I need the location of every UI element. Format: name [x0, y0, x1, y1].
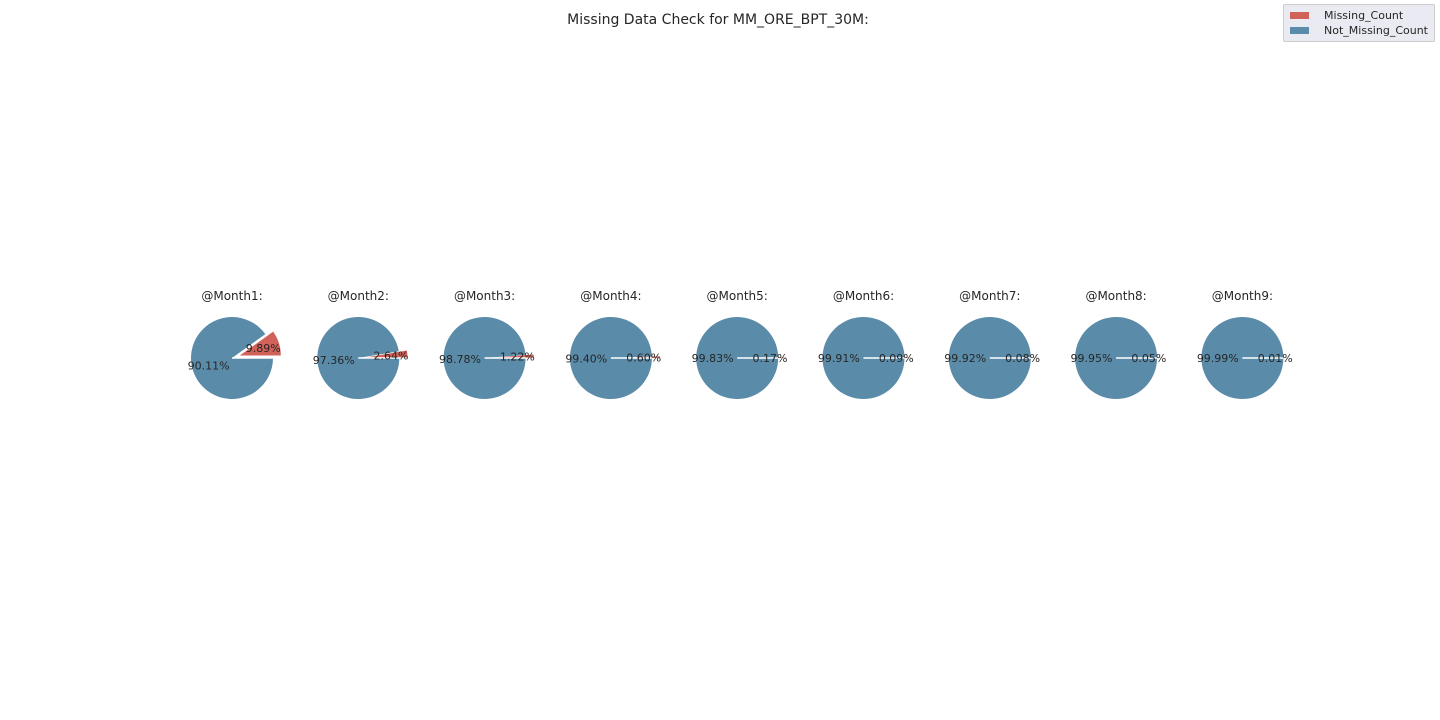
pie-month-4: @Month4: 0.60% 99.40% [565, 289, 661, 400]
pie-label-not-missing: 99.99% [1197, 352, 1239, 365]
pie-label-missing: 0.05% [1131, 352, 1166, 365]
pie-label-not-missing: 99.83% [692, 352, 734, 365]
legend-label-not-missing: Not_Missing_Count [1324, 24, 1428, 37]
pie-label-missing: 0.60% [626, 351, 661, 364]
pie-month-8: @Month8: 0.05% 99.95% [1071, 289, 1166, 399]
pie-title: @Month4: [580, 289, 641, 303]
pie-title: @Month6: [833, 289, 894, 303]
pie-month-5: @Month5: 0.17% 99.83% [692, 289, 788, 400]
legend-entry-missing: Missing_Count [1290, 8, 1428, 23]
pie-label-missing: 0.17% [753, 352, 788, 365]
pie-title: @Month7: [959, 289, 1020, 303]
pie-slice-missing [492, 354, 534, 358]
pie-slice-not-missing [1201, 316, 1284, 399]
pie-label-not-missing: 97.36% [313, 354, 355, 367]
pie-label-missing: 0.08% [1005, 352, 1040, 365]
chart-title: Missing Data Check for MM_ORE_BPT_30M: [567, 12, 869, 28]
pie-title: @Month8: [1085, 289, 1146, 303]
pie-label-missing: 2.64% [374, 349, 409, 362]
legend: Missing_Count Not_Missing_Count [1283, 4, 1435, 42]
pie-month-2: @Month2: 2.64% 97.36% [313, 289, 409, 400]
pie-label-not-missing: 99.92% [944, 352, 986, 365]
pie-label-not-missing: 99.95% [1071, 352, 1113, 365]
pie-label-not-missing: 99.91% [818, 352, 860, 365]
pie-label-not-missing: 98.78% [439, 353, 481, 366]
pie-label-missing: 9.89% [246, 342, 281, 355]
pie-title: @Month2: [328, 289, 389, 303]
pie-slice-missing [239, 331, 281, 356]
pie-month-6: @Month6: 0.09% 99.91% [818, 289, 914, 399]
pie-month-1: @Month1: 9.89% 90.11% [188, 289, 281, 399]
pie-title: @Month9: [1212, 289, 1273, 303]
legend-entry-not-missing: Not_Missing_Count [1290, 23, 1428, 38]
pie-month-9: @Month9: 0.01% 99.99% [1197, 289, 1293, 399]
pie-label-missing: 0.01% [1258, 352, 1293, 365]
pie-title: @Month3: [454, 289, 515, 303]
legend-swatch-not-missing [1290, 27, 1310, 34]
legend-label-missing: Missing_Count [1324, 9, 1404, 22]
pie-month-3: @Month3: 1.22% 98.78% [439, 289, 535, 399]
pie-label-missing: 0.09% [879, 352, 914, 365]
pie-slice-not-missing [443, 316, 526, 399]
pie-label-missing: 1.22% [500, 351, 535, 364]
legend-swatch-missing [1290, 12, 1310, 19]
pie-title: @Month1: [201, 289, 262, 303]
pie-slice-not-missing [190, 317, 273, 399]
pie-label-not-missing: 99.40% [565, 352, 607, 365]
pie-slice-missing [366, 350, 408, 358]
pie-title: @Month5: [707, 289, 768, 303]
pie-slice-not-missing [822, 316, 905, 399]
pie-month-7: @Month7: 0.08% 99.92% [944, 289, 1040, 400]
pie-label-not-missing: 90.11% [188, 360, 230, 373]
